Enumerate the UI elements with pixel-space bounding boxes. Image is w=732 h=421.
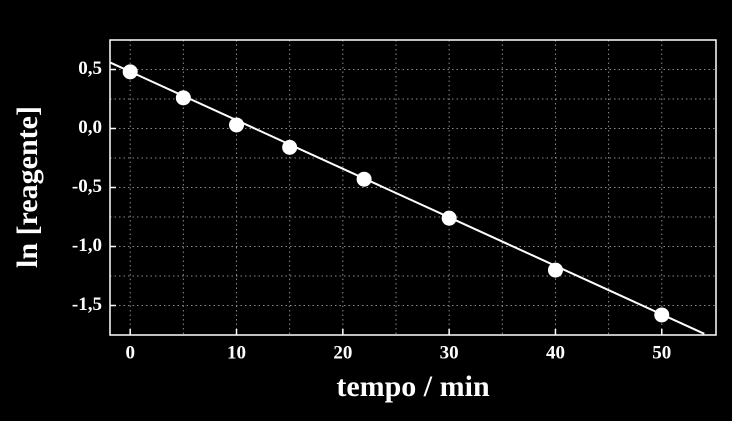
y-tick-label: -1,0 (72, 235, 102, 256)
y-tick-label: 0,0 (78, 117, 102, 138)
data-point (654, 307, 670, 323)
data-point (282, 139, 298, 155)
data-point (547, 262, 563, 278)
y-axis-label: ln [reagente] (11, 106, 44, 268)
x-tick-label: 0 (125, 342, 135, 363)
fit-line (109, 61, 705, 335)
x-tick-label: 20 (333, 342, 352, 363)
data-point (229, 117, 245, 133)
data-point (122, 64, 138, 80)
plot-frame (109, 39, 717, 336)
x-axis-label: tempo / min (336, 370, 490, 403)
data-point (441, 210, 457, 226)
x-tick-label: 10 (227, 342, 246, 363)
x-tick-label: 40 (546, 342, 565, 363)
x-tick-label: 30 (440, 342, 459, 363)
y-tick-label: -0,5 (72, 176, 102, 197)
data-point (356, 171, 372, 187)
x-tick-label: 50 (652, 342, 671, 363)
y-tick-label: 0,5 (78, 58, 102, 79)
data-point (175, 90, 191, 106)
y-tick-label: -1,5 (72, 294, 102, 315)
